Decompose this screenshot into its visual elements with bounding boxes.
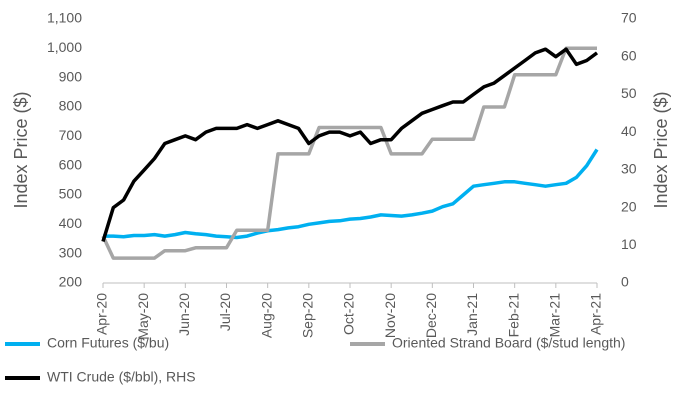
x-tick-label: Nov-20 <box>382 293 398 338</box>
x-tick-label: Jul-20 <box>217 293 233 331</box>
x-tick-label: Mar-21 <box>547 293 563 338</box>
y2-tick-label: 0 <box>621 274 629 290</box>
series-line <box>101 46 597 260</box>
x-tick-label: Aug-20 <box>258 293 274 338</box>
series-line <box>103 148 599 240</box>
x-tick-label: Feb-21 <box>505 293 521 338</box>
y2-axis-title: Index Price ($) <box>651 91 671 208</box>
x-tick-label: Apr-20 <box>94 293 110 335</box>
x-tick-label: Jun-20 <box>176 293 192 336</box>
y-tick-label: 600 <box>59 156 83 172</box>
y2-tick-label: 60 <box>621 47 637 63</box>
legend-label: Oriented Strand Board ($/stud length) <box>392 335 625 351</box>
y-tick-label: 700 <box>59 127 83 143</box>
y-tick-label: 500 <box>59 186 83 202</box>
legend-label: WTI Crude ($/bbl), RHS <box>47 369 196 385</box>
y-tick-label: 1,100 <box>47 10 82 26</box>
y2-tick-label: 40 <box>621 123 637 139</box>
y2-tick-label: 30 <box>621 161 637 177</box>
y-tick-label: 200 <box>59 274 83 290</box>
x-tick-label: Apr-21 <box>588 293 604 335</box>
y-tick-label: 800 <box>59 98 83 114</box>
y2-tick-label: 70 <box>621 10 637 26</box>
y2-tick-label: 50 <box>621 85 637 101</box>
y-tick-label: 900 <box>59 68 83 84</box>
series-line <box>101 47 599 243</box>
y-axis-title: Index Price ($) <box>11 91 31 208</box>
x-tick-label: Oct-20 <box>341 293 357 335</box>
y-tick-label: 300 <box>59 244 83 260</box>
legend-label: Corn Futures ($/bu) <box>47 335 169 351</box>
y2-tick-label: 20 <box>621 198 637 214</box>
x-tick-label: Dec-20 <box>423 293 439 338</box>
y-tick-label: 1,000 <box>47 39 82 55</box>
y2-tick-label: 10 <box>621 236 637 252</box>
y-tick-label: 400 <box>59 215 83 231</box>
x-tick-label: Jan-21 <box>464 293 480 336</box>
x-tick-label: Sep-20 <box>300 293 316 338</box>
x-tick-label: May-20 <box>135 293 151 340</box>
